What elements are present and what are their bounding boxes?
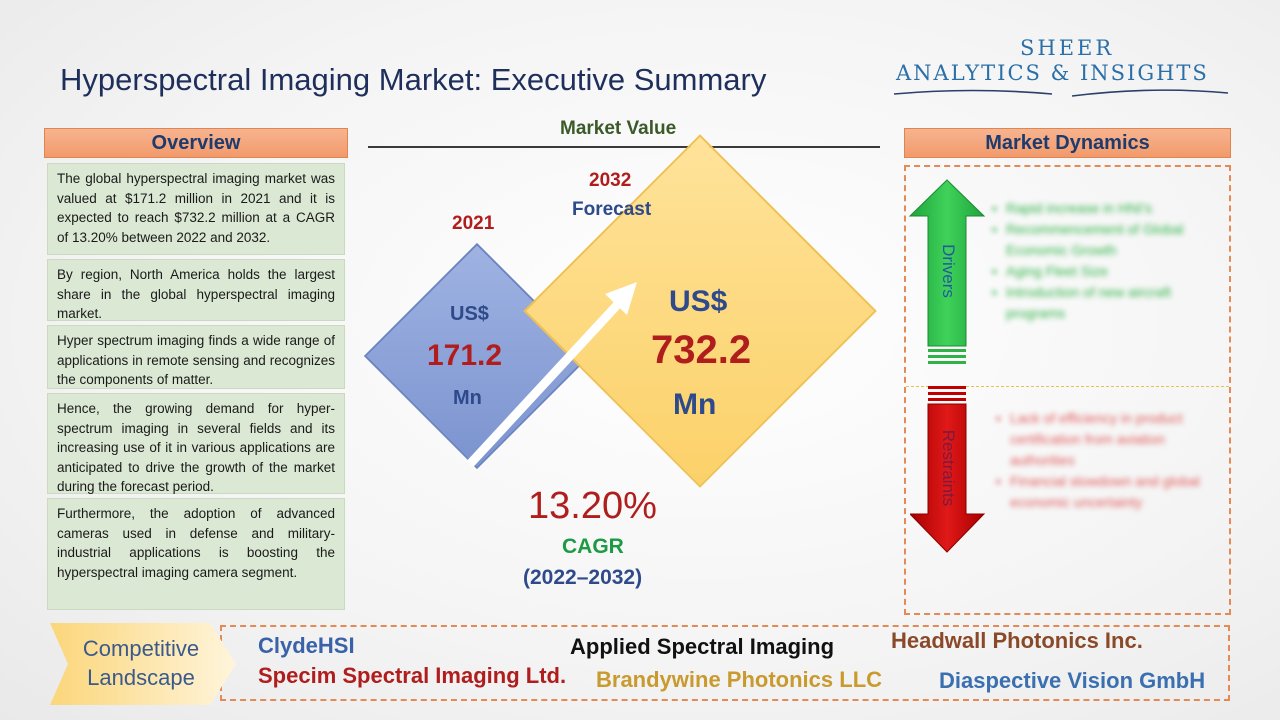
competitive-landscape-chevron-shape <box>50 623 236 705</box>
company-name: Headwall Photonics Inc. <box>891 628 1143 653</box>
company-name: Specim Spectral Imaging Ltd. <box>258 663 567 688</box>
overview-card: By region, North America holds the large… <box>47 259 345 321</box>
base-year: 2021 <box>452 213 495 234</box>
cagr-label: CAGR <box>562 535 624 558</box>
base-value: 171.2 <box>427 339 503 372</box>
base-currency: US$ <box>450 303 489 325</box>
driver-item: Recommencement of Global Economic Growth <box>992 219 1220 261</box>
overview-heading: Overview <box>44 128 348 158</box>
restraints-label: Restraints <box>939 429 958 507</box>
restraint-item: Lack of efficiency in product certificat… <box>996 408 1218 471</box>
overview-card: The global hyperspectral imaging market … <box>47 163 345 255</box>
restraint-item: Financial slowdown and global economic u… <box>996 471 1218 513</box>
logo-swoosh-icon <box>893 89 1229 97</box>
drivers-label: Drivers <box>939 244 958 298</box>
drivers-up-arrow-icon <box>908 179 986 364</box>
base-unit: Mn <box>453 387 482 409</box>
company-name: ClydeHSI <box>258 633 355 658</box>
forecast-currency: US$ <box>669 285 728 318</box>
overview-card: Hence, the growing demand for hyper-spec… <box>47 393 345 494</box>
growth-arrow-icon <box>466 282 637 468</box>
page-title: Hyperspectral Imaging Market: Executive … <box>60 62 767 97</box>
logo-line-2: ANALYTICS & INSIGHTS <box>896 61 1209 85</box>
forecast-unit: Mn <box>673 388 717 421</box>
market-dynamics-box <box>904 165 1231 615</box>
logo-line-1: SHEER <box>1020 36 1115 60</box>
driver-item: Aging Fleet Size <box>992 261 1220 282</box>
company-name: Brandywine Photonics LLC <box>596 667 883 692</box>
competitive-landscape-label: Competitive Landscape <box>82 636 200 690</box>
forecast-value: 732.2 <box>651 328 752 372</box>
market-dynamics-heading: Market Dynamics <box>904 128 1231 158</box>
overview-card: Furthermore, the adoption of advanced ca… <box>47 498 345 610</box>
restraints-list: Lack of efficiency in product certificat… <box>996 408 1218 513</box>
restraints-down-arrow-icon <box>910 386 986 553</box>
company-name: Diaspective Vision GmbH <box>939 668 1206 693</box>
market-value-divider <box>368 146 880 148</box>
company-name: Applied Spectral Imaging <box>570 634 835 659</box>
forecast-year: 2032 <box>589 170 632 191</box>
driver-item: Introduction of new aircraft programs <box>992 282 1220 324</box>
driver-item: Rapid increase in HNI's <box>992 198 1220 219</box>
overview-card: Hyper spectrum imaging finds a wide rang… <box>47 325 345 389</box>
market-value-heading: Market Value <box>560 118 677 139</box>
drivers-list: Rapid increase in HNI's Recommencement o… <box>992 198 1220 324</box>
cagr-range: (2022–2032) <box>523 566 643 589</box>
dynamics-divider <box>906 386 1229 387</box>
forecast-label: Forecast <box>572 199 652 220</box>
cagr-value: 13.20% <box>528 485 657 527</box>
